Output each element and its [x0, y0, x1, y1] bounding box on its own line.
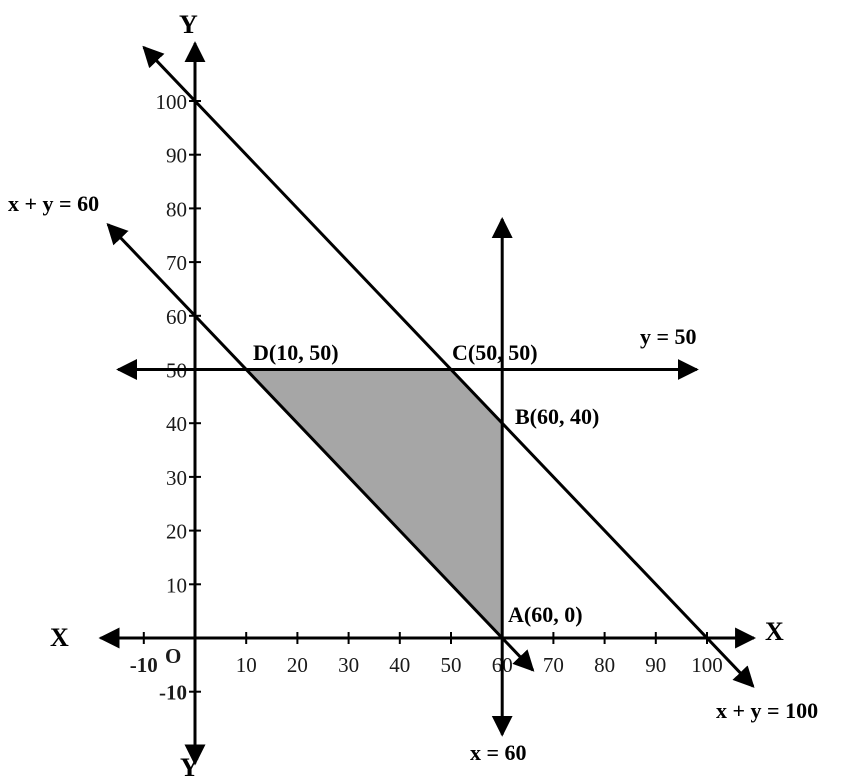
- x-axis-label-positive: X: [765, 617, 784, 646]
- y-axis-label-positive: Y: [179, 10, 198, 39]
- x-tick-label: 40: [389, 653, 410, 677]
- line-label-x-plus-y-60: x + y = 60: [8, 191, 99, 216]
- y-tick-label: 20: [166, 520, 187, 544]
- x-tick-label: 50: [441, 653, 462, 677]
- x-tick-label: 20: [287, 653, 308, 677]
- y-tick-label: 10: [166, 573, 187, 597]
- origin-label: O: [165, 644, 181, 668]
- point-label-c: C(50, 50): [452, 340, 538, 365]
- point-label-a: A(60, 0): [508, 602, 583, 627]
- line-label-x-60: x = 60: [470, 740, 527, 765]
- y-tick-label: 70: [166, 251, 187, 275]
- y-axis-label-negative: Y: [180, 753, 199, 776]
- point-label-b: B(60, 40): [515, 404, 599, 429]
- constraint-lines: [106, 45, 755, 737]
- y-tick-label: 60: [166, 305, 187, 329]
- y-tick-label: 80: [166, 197, 187, 221]
- x-tick-label: 30: [338, 653, 359, 677]
- y-tick-label: 90: [166, 144, 187, 168]
- line-label-x-plus-y-100: x + y = 100: [716, 698, 818, 723]
- x-tick-label: 100: [691, 653, 723, 677]
- point-label-d: D(10, 50): [253, 340, 339, 365]
- y-tick-label: 100: [156, 90, 188, 114]
- line-x-plus-y-100: [142, 45, 755, 688]
- x-tick-label: 90: [645, 653, 666, 677]
- y-tick-label: 40: [166, 412, 187, 436]
- y-tick-label: -10: [159, 681, 187, 705]
- x-tick-label: 10: [236, 653, 257, 677]
- x-tick-label: 70: [543, 653, 564, 677]
- x-axis-label-negative: X: [50, 623, 69, 652]
- y-tick-label: 30: [166, 466, 187, 490]
- x-tick-label: 80: [594, 653, 615, 677]
- line-label-y-50: y = 50: [640, 324, 697, 349]
- x-tick-label: -10: [130, 653, 158, 677]
